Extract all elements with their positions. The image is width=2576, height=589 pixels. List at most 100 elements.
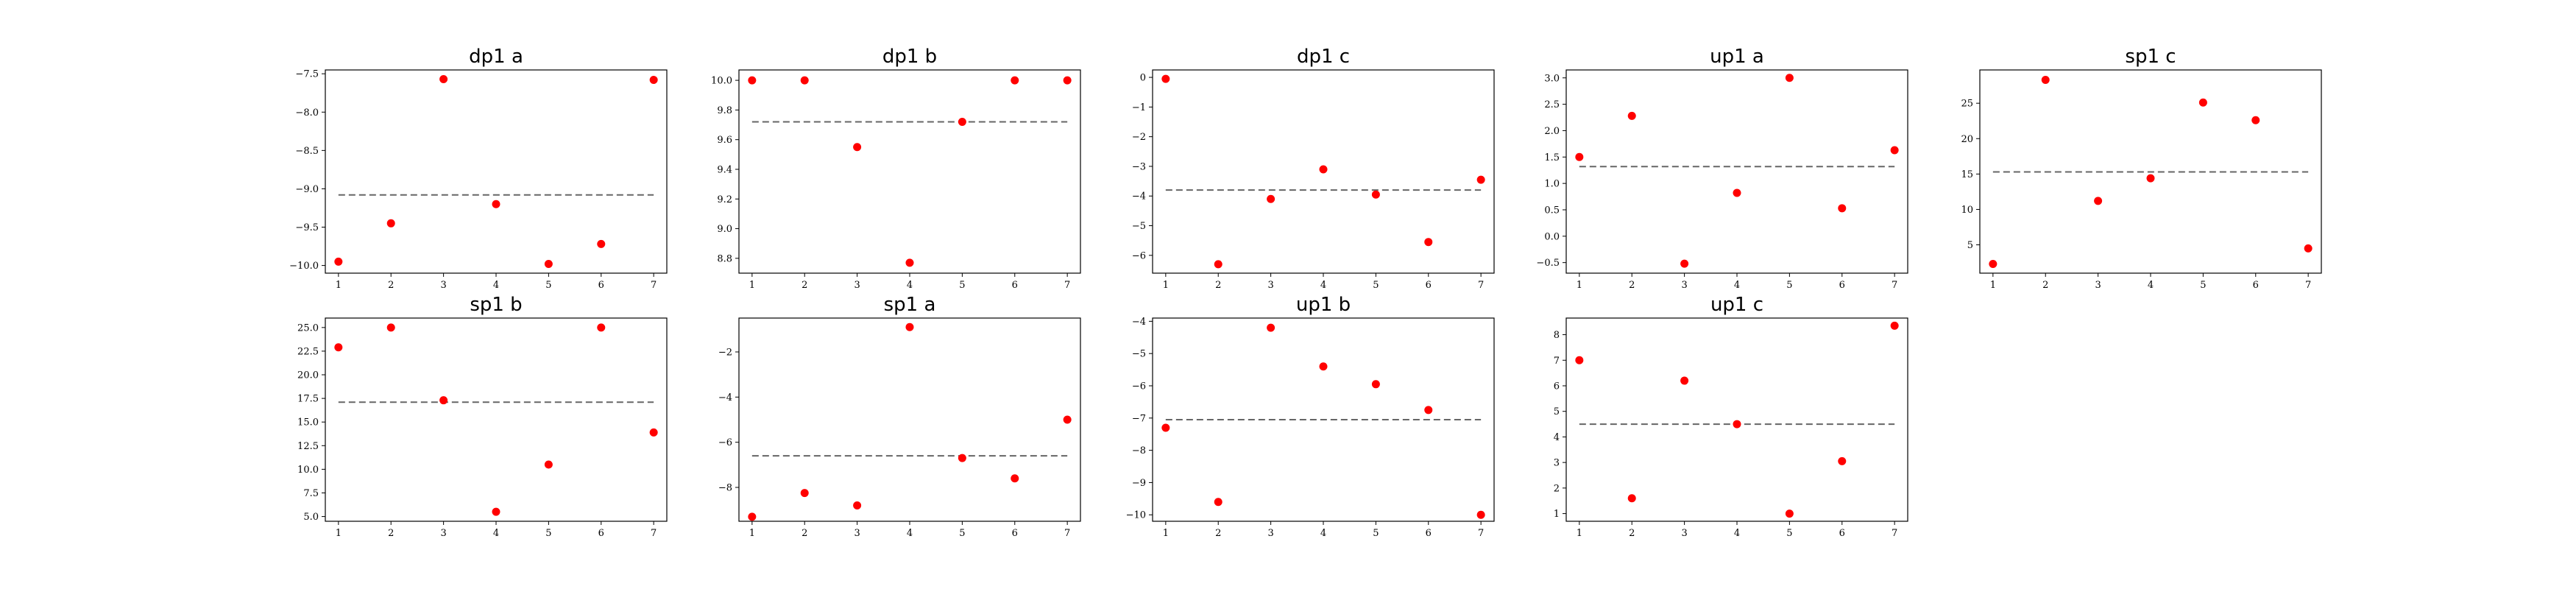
y-tick-label: −9.5 <box>295 222 319 233</box>
x-tick-label: 6 <box>598 280 604 291</box>
data-point <box>1063 76 1072 85</box>
data-point <box>2041 75 2050 84</box>
data-point <box>1267 194 1275 203</box>
x-tick-label: 5 <box>959 528 965 539</box>
data-point <box>597 323 606 332</box>
x-tick-label: 4 <box>907 528 913 539</box>
y-tick-label: −10.0 <box>289 261 319 272</box>
x-tick-label: 2 <box>388 528 394 539</box>
x-tick-label: 6 <box>1839 280 1845 291</box>
data-point <box>1476 175 1485 184</box>
data-point <box>2198 98 2207 107</box>
y-tick-label: 10 <box>1961 205 1973 216</box>
x-tick-label: 1 <box>749 280 755 291</box>
y-tick-label: 12.5 <box>297 441 319 452</box>
panel-up1-c: up1 c 1 2 3 4 5 6 7 1 2 3 4 5 6 7 8 <box>1554 294 1908 539</box>
panel-sp1-a: sp1 a 1 2 3 4 5 6 7 −8 −6 −4 −2 <box>718 294 1081 539</box>
y-tick-label: 9.6 <box>717 135 732 146</box>
data-point <box>386 323 395 332</box>
x-tick-label: 4 <box>907 280 913 291</box>
x-tick-label: 3 <box>440 528 446 539</box>
data-point <box>800 489 809 498</box>
y-tick-label: −7.5 <box>295 69 319 80</box>
y-tick-label: −6 <box>718 437 732 448</box>
x-tick-label: 4 <box>1734 280 1740 291</box>
y-tick-label: −4 <box>718 392 732 403</box>
y-tick-label: −3 <box>1132 161 1146 172</box>
y-tick-label: 10.0 <box>711 76 732 87</box>
data-point <box>853 501 862 510</box>
panel-title: dp1 b <box>882 46 937 68</box>
axes-frame <box>1565 69 1908 274</box>
data-point <box>386 219 395 228</box>
x-tick-label: 6 <box>1426 280 1432 291</box>
panel-sp1-b: sp1 b 1 2 3 4 5 6 7 5.0 7.5 10.0 12.5 15.0 17.5 20.0 22… <box>297 294 668 539</box>
panel-up1-a: up1 a 1 2 3 4 5 6 7 −0.5 0.0 0.5 1.0 1.5 2.0 2.5 3.0 <box>1536 46 1908 291</box>
data-point <box>1575 152 1584 161</box>
x-tick-label: 1 <box>1163 528 1169 539</box>
y-tick-label: 2 <box>1554 483 1560 494</box>
y-tick-label: −6 <box>1132 381 1146 392</box>
y-tick-label: 2.5 <box>1544 99 1560 110</box>
y-tick-label: 15 <box>1961 169 1973 180</box>
y-tick-label: 7.5 <box>303 488 319 499</box>
y-tick-label: 3.0 <box>1544 73 1560 84</box>
y-tick-label: −4 <box>1132 191 1146 202</box>
panel-up1-b: up1 b 1 2 3 4 5 6 7 −10 −9 −8 −7 −6 −5 −4 <box>1126 294 1495 539</box>
y-tick-label: 1.5 <box>1544 152 1560 163</box>
data-point <box>2146 174 2155 183</box>
data-point <box>1733 420 1741 428</box>
panel-dp1-a: dp1 a 1 2 3 4 5 6 7 −10.0 −9.5 −9.0 −8.5 −8.0 −7.5 <box>289 46 668 291</box>
y-tick-label: 8.8 <box>717 253 732 264</box>
axes-frame <box>738 69 1081 274</box>
y-tick-label: 0.5 <box>1544 205 1560 216</box>
x-tick-label: 1 <box>336 528 342 539</box>
data-point <box>1989 259 1998 268</box>
data-point <box>2251 116 2260 124</box>
axes-frame <box>738 317 1081 522</box>
y-tick-label: 5 <box>1554 406 1560 417</box>
x-tick-label: 3 <box>854 528 860 539</box>
x-tick-label: 7 <box>1478 280 1484 291</box>
data-point <box>544 260 553 269</box>
data-point <box>492 200 500 208</box>
x-tick-label: 1 <box>1577 280 1582 291</box>
y-tick-label: 20 <box>1961 134 1973 145</box>
data-point <box>1838 204 1847 213</box>
data-point <box>1785 74 1794 82</box>
x-tick-label: 5 <box>545 528 551 539</box>
data-point <box>905 258 914 267</box>
y-tick-label: 0.0 <box>1544 231 1560 242</box>
y-tick-label: 15.0 <box>297 417 319 428</box>
x-tick-label: 7 <box>1478 528 1484 539</box>
x-tick-label: 2 <box>802 280 807 291</box>
axes-frame <box>325 317 668 522</box>
data-point <box>1575 356 1584 364</box>
data-point <box>905 322 914 331</box>
x-tick-label: 7 <box>1892 528 1897 539</box>
x-tick-label: 4 <box>2148 280 2154 291</box>
data-point <box>1627 111 1636 120</box>
x-tick-label: 7 <box>651 528 657 539</box>
data-point <box>958 454 966 462</box>
y-tick-label: −8 <box>718 483 732 494</box>
y-tick-label: 9.2 <box>717 194 732 205</box>
data-point <box>1371 190 1380 199</box>
x-tick-label: 1 <box>1990 280 1996 291</box>
y-tick-label: 2.0 <box>1544 126 1560 137</box>
data-point <box>492 507 500 516</box>
data-point <box>1063 415 1072 424</box>
x-tick-label: 3 <box>440 280 446 291</box>
y-tick-label: −5 <box>1132 221 1146 232</box>
y-tick-label: 3 <box>1554 458 1560 469</box>
y-tick-label: 10.0 <box>297 465 319 476</box>
data-point <box>1680 376 1689 385</box>
panel-sp1-c: sp1 c 1 2 3 4 5 6 7 5 10 15 20 25 <box>1961 46 2322 291</box>
x-tick-label: 7 <box>1892 280 1897 291</box>
data-point <box>1890 321 1899 330</box>
data-point <box>649 76 658 85</box>
x-tick-label: 6 <box>598 528 604 539</box>
x-tick-label: 7 <box>651 280 657 291</box>
data-point <box>597 239 606 248</box>
y-tick-label: −8 <box>1132 445 1146 456</box>
